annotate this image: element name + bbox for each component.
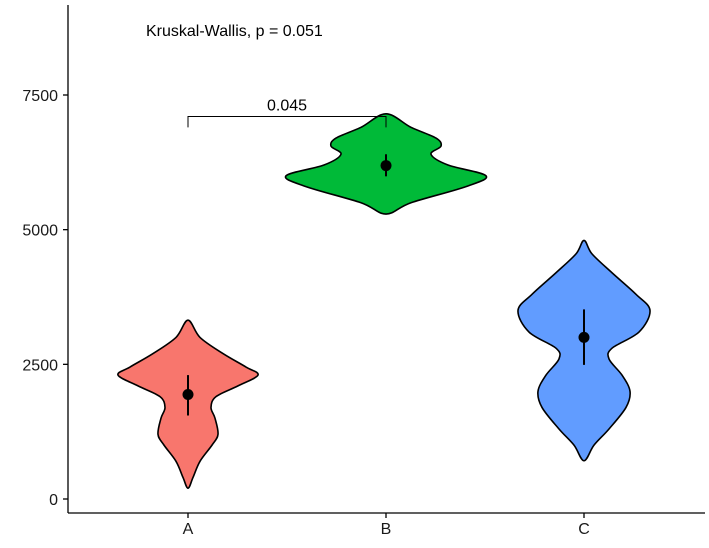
y-tick-label: 5000 [22,223,58,240]
error-bar-layer [182,154,590,416]
kruskal-wallis-annotation: Kruskal-Wallis, p = 0.051 [146,23,323,40]
x-tick-label: A [183,521,194,538]
x-tick-label: C [578,521,590,538]
x-axis-ticks: A B C [183,513,590,538]
bracket-p-value: 0.045 [267,98,307,115]
comparison-bracket: 0.045 [187,98,387,128]
bracket-line [187,116,387,128]
y-axis-ticks: 0 2500 5000 7500 [22,88,68,509]
y-tick-label: 7500 [22,88,58,105]
mean-point-A [182,388,194,400]
mean-point-B [380,160,392,172]
y-tick-label: 0 [49,492,58,509]
x-tick-label: B [381,521,392,538]
mean-point-C [578,331,590,343]
y-tick-label: 2500 [22,357,58,374]
